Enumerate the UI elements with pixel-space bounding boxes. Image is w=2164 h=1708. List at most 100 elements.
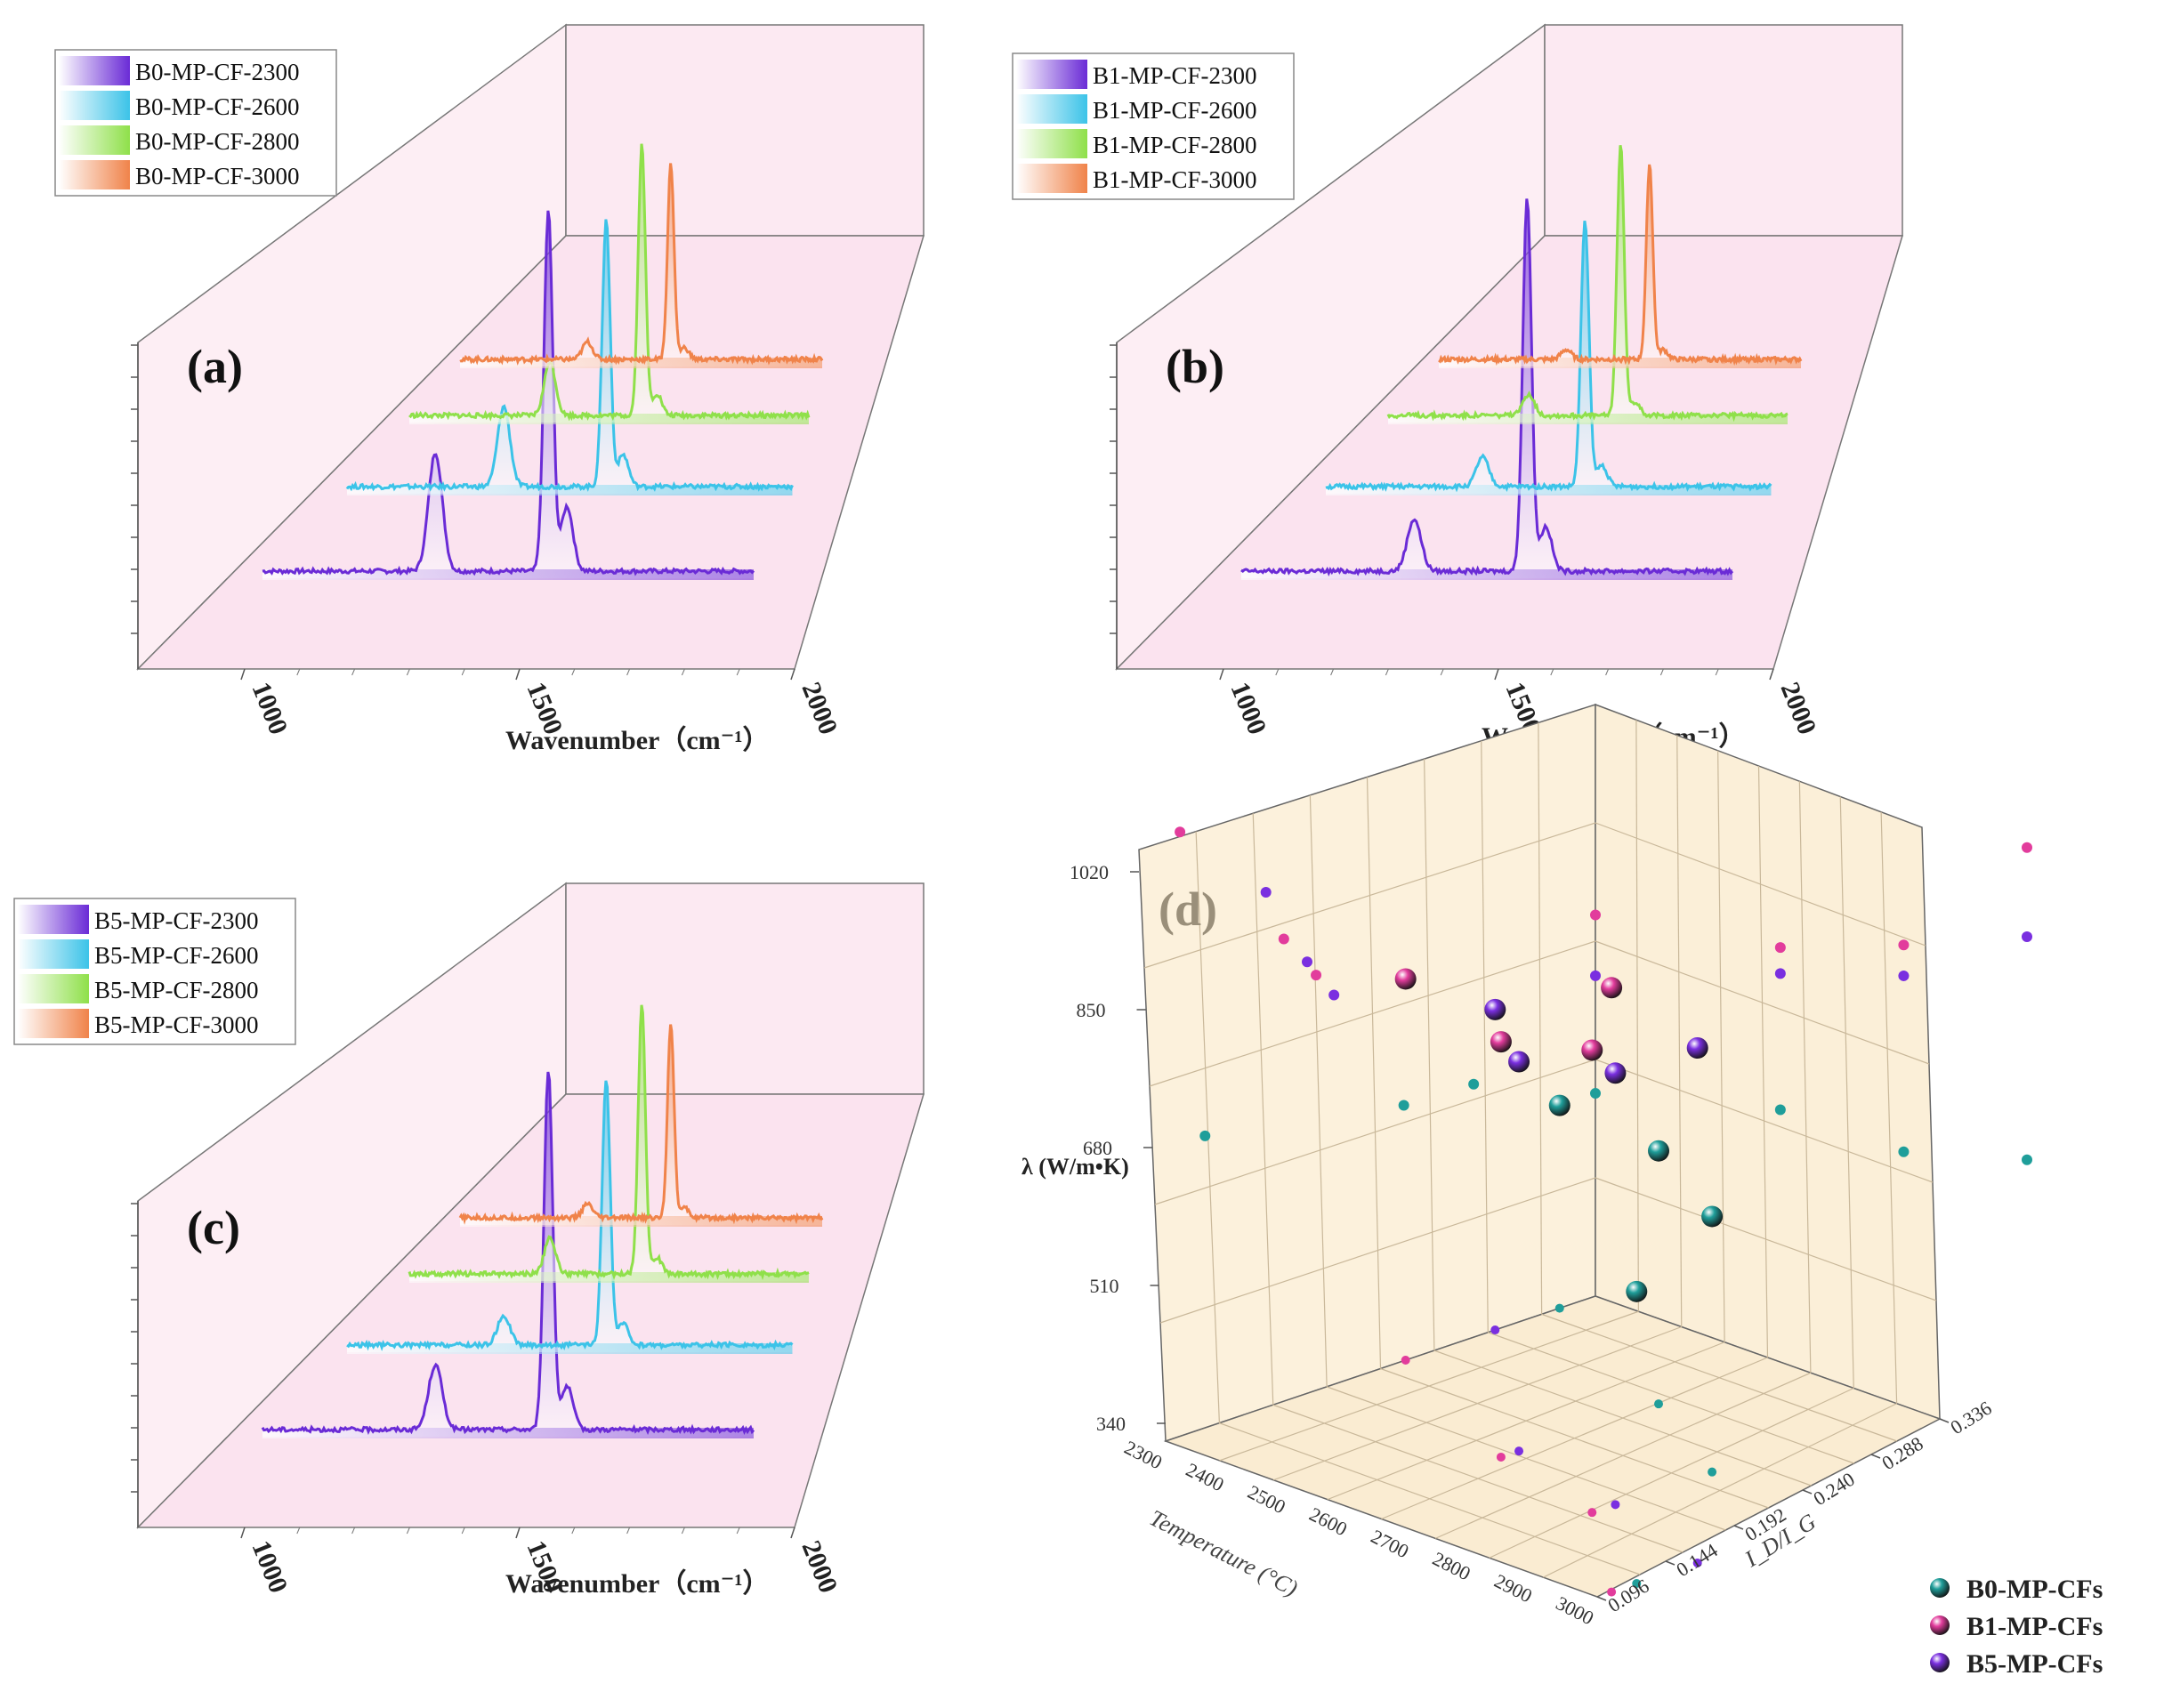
- legend-swatch: [18, 1009, 89, 1038]
- data-point: [1581, 1039, 1603, 1061]
- x-minor-tick: [461, 1527, 465, 1535]
- x-tick-label: 1000: [246, 678, 294, 738]
- wall-projection: [1590, 909, 1601, 921]
- x-minor-tick: [571, 668, 576, 676]
- x-tick-label: 1000: [1225, 678, 1272, 738]
- spectrum-line: [1240, 198, 1734, 576]
- panel-c-letter: (c): [187, 1201, 240, 1254]
- y-tick: [1665, 1560, 1675, 1566]
- x-minor-tick: [461, 668, 465, 676]
- wall-projection: [1590, 970, 1601, 981]
- legend-label: B1-MP-CF-2300: [1093, 62, 1257, 89]
- grid-line: [1159, 1177, 1596, 1324]
- wall-projection: [2022, 931, 2032, 943]
- legend-marker: [1930, 1653, 1950, 1672]
- grid-line: [1798, 781, 1812, 1374]
- floor-projection: [1692, 1558, 1702, 1567]
- x-tick-label: 2300: [1121, 1436, 1167, 1473]
- grid-line: [1488, 1332, 1854, 1464]
- panel-d-legend: B0-MP-CFs B1-MP-CFs B5-MP-CFs: [1930, 1575, 2103, 1679]
- wall-projection: [1774, 968, 1786, 979]
- legend-label: B5-MP-CFs: [1966, 1649, 2103, 1679]
- floor-projection: [1632, 1579, 1642, 1589]
- grid-line: [1543, 1403, 1897, 1578]
- legend-label: B5-MP-CF-2800: [94, 977, 259, 1003]
- grid-line: [1154, 1059, 1596, 1205]
- floor-projection: [1554, 1303, 1564, 1313]
- grid-line: [1839, 796, 1854, 1389]
- floor-projection: [1587, 1508, 1597, 1518]
- legend-label: B0-MP-CF-2300: [135, 59, 300, 85]
- x-tick: [1494, 668, 1499, 681]
- wall-projection: [1898, 939, 1910, 951]
- x-minor-tick: [1440, 668, 1444, 676]
- grid-line: [1538, 722, 1543, 1315]
- data-point: [1648, 1140, 1670, 1162]
- legend-label: B1-MP-CFs: [1966, 1612, 2103, 1641]
- y-tick: [1870, 1454, 1881, 1459]
- x-minor-tick: [1659, 668, 1664, 676]
- x-tick: [1219, 668, 1224, 681]
- legend-marker: [1930, 1615, 1950, 1635]
- x-tick: [240, 1527, 246, 1539]
- x-minor-tick: [736, 1527, 740, 1535]
- wall-projection: [1774, 1104, 1786, 1116]
- x-tick-label: 2700: [1368, 1525, 1413, 1562]
- x-tick-label: 2000: [796, 1536, 844, 1597]
- wall-projection: [1199, 1130, 1211, 1141]
- y-tick-label: 0.336: [1946, 1397, 1995, 1438]
- data-point: [1394, 968, 1417, 990]
- x-minor-tick: [571, 1527, 576, 1535]
- x-tick: [790, 1527, 795, 1539]
- z-tick-label: 510: [1090, 1275, 1119, 1297]
- legend-label: B5-MP-CF-3000: [94, 1011, 259, 1038]
- x-minor-tick: [1715, 668, 1719, 676]
- grid-line: [1595, 1059, 1934, 1183]
- legend-label: B1-MP-CF-3000: [1093, 166, 1257, 193]
- x-minor-tick: [1605, 668, 1610, 676]
- x-minor-tick: [1275, 668, 1280, 676]
- floor-projection: [1654, 1399, 1664, 1409]
- legend-swatch: [1016, 60, 1087, 89]
- legend-swatch: [1016, 129, 1087, 158]
- x-minor-tick: [351, 668, 356, 676]
- panel-a-xlabel: Wavenumber（cm⁻¹）: [505, 725, 769, 755]
- spectrum-line: [459, 163, 824, 366]
- legend-label: B1-MP-CF-2600: [1093, 97, 1257, 124]
- spectrum-line: [1325, 220, 1772, 493]
- panel-b-legend: B1-MP-CF-2300 B1-MP-CF-2600 B1-MP-CF-2800 B…: [1012, 52, 1295, 200]
- grid-line: [1541, 1313, 1898, 1442]
- spectrum-line: [458, 1024, 824, 1225]
- floor-projection: [1401, 1355, 1410, 1365]
- wall-projection: [1398, 1100, 1409, 1111]
- y-tick: [1939, 1418, 1950, 1423]
- y-tick: [1802, 1489, 1813, 1494]
- x-tick-label: 2900: [1490, 1569, 1536, 1607]
- panel-c-xlabel: Wavenumber（cm⁻¹）: [505, 1568, 769, 1599]
- panel-a-legend: B0-MP-CF-2300 B0-MP-CF-2600 B0-MP-CF-2800 B…: [54, 49, 337, 197]
- x-tick-label: 2000: [1775, 678, 1822, 738]
- x-tick: [515, 1527, 521, 1539]
- floor-projection: [1514, 1446, 1524, 1456]
- x-minor-tick: [626, 668, 631, 676]
- wall-projection: [1328, 989, 1340, 1001]
- wall-projection: [1311, 970, 1322, 981]
- x-tick-label: 2600: [1306, 1503, 1352, 1540]
- spectrum-line: [1386, 145, 1789, 423]
- legend-label: B0-MP-CF-3000: [135, 163, 300, 189]
- grid-line: [1481, 740, 1489, 1333]
- panel-d-xlabel: Temperature (°C): [1145, 1505, 1302, 1602]
- legend-swatch: [59, 125, 130, 155]
- wall-projection: [1898, 1146, 1910, 1157]
- data-point: [1604, 1062, 1627, 1084]
- legend-swatch: [59, 56, 130, 85]
- legend-label: B0-MP-CFs: [1966, 1575, 2103, 1604]
- x-minor-tick: [406, 1527, 410, 1535]
- x-minor-tick: [351, 1527, 356, 1535]
- legend-swatch: [18, 939, 89, 969]
- grid-line: [1434, 1372, 1812, 1539]
- grid-line: [1595, 1177, 1937, 1301]
- x-tick-label: 1000: [246, 1536, 294, 1597]
